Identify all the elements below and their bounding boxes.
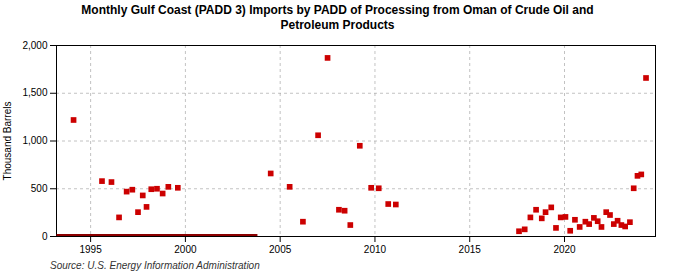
svg-text:0: 0	[42, 231, 48, 242]
svg-text:1,000: 1,000	[22, 135, 47, 146]
svg-text:1995: 1995	[79, 244, 102, 255]
svg-text:2015: 2015	[459, 244, 482, 255]
svg-text:2000: 2000	[174, 244, 197, 255]
svg-text:2010: 2010	[364, 244, 387, 255]
svg-text:Thousand Barrels: Thousand Barrels	[2, 102, 13, 181]
svg-text:2005: 2005	[269, 244, 292, 255]
html-text:Source: U.S. Energy Informatio: Source: U.S. Energy Information Administ…	[50, 260, 260, 271]
svg-text:500: 500	[31, 183, 48, 194]
svg-text:2,000: 2,000	[22, 40, 47, 51]
html-text:Monthly Gulf Coast (PADD 3) Im: Monthly Gulf Coast (PADD 3) Imports by P…	[81, 3, 594, 32]
svg-text:1,500: 1,500	[22, 87, 47, 98]
svg-text:2020: 2020	[553, 244, 576, 255]
